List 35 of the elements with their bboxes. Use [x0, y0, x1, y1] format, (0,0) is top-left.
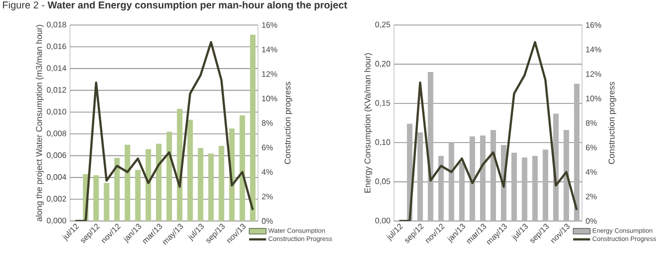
bar [250, 34, 256, 221]
y2-axis-title: Construction progress [608, 82, 616, 164]
bar [564, 130, 570, 221]
bar [532, 156, 538, 221]
bar [240, 115, 246, 221]
y-axis-title: along the project Water Consumption (m3/man hour) [36, 24, 44, 222]
bar [542, 150, 548, 221]
bar [146, 149, 152, 221]
bar [511, 152, 517, 221]
bar [522, 157, 528, 221]
bar [135, 170, 141, 221]
bar [198, 148, 204, 221]
bar [490, 130, 496, 221]
y-axis-title: Energy Consumption (KVa/man hour) [364, 53, 372, 193]
bar [208, 153, 214, 221]
line-series [398, 41, 578, 221]
bar [438, 156, 444, 221]
bar [470, 136, 476, 221]
bar [480, 136, 486, 221]
bar [417, 132, 423, 221]
bar [448, 142, 454, 221]
bar [166, 132, 172, 221]
y2-axis-title: Construction progress [284, 82, 292, 164]
bar [187, 120, 193, 221]
bar [104, 182, 110, 221]
bar [93, 175, 99, 221]
bar [428, 72, 434, 221]
bar [218, 146, 224, 221]
bar [124, 144, 130, 221]
bar [459, 162, 465, 221]
chart-title: Figure 2 - Water and Energy consumption per man-hour along the project [3, 1, 348, 11]
bar [114, 158, 120, 221]
bar [156, 144, 162, 221]
line-series [74, 41, 254, 221]
bar [574, 84, 580, 221]
